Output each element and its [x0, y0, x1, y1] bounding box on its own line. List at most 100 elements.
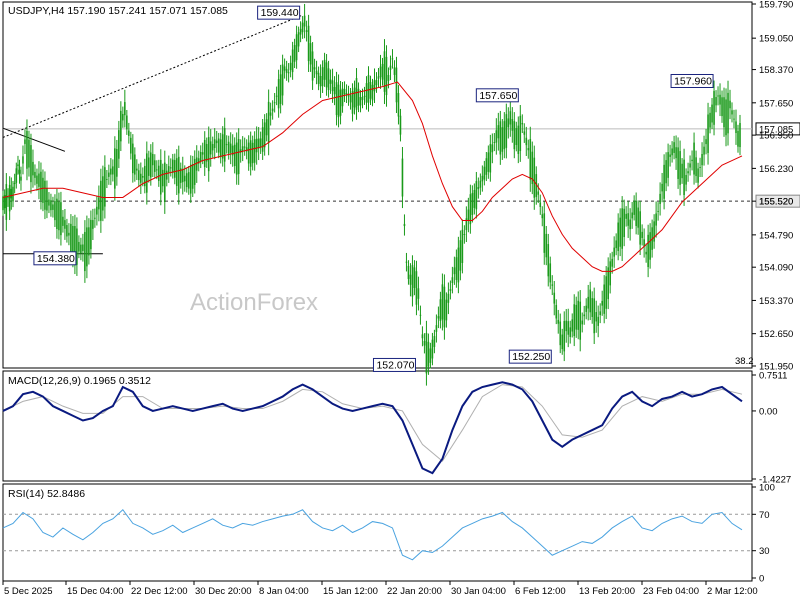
candle-body [239, 149, 242, 153]
candle-body [20, 176, 22, 181]
candle-body [469, 194, 472, 225]
trend-line-short [2, 127, 66, 152]
candle-body [659, 193, 661, 204]
candle-body [493, 142, 496, 144]
candle-body [449, 289, 452, 291]
price-marker-box [33, 251, 77, 266]
candle-body [144, 165, 146, 187]
candle-body [415, 271, 418, 305]
candle-body [313, 67, 316, 70]
candle-body [657, 210, 659, 212]
candle-body [667, 152, 669, 178]
candle-body [533, 157, 536, 198]
candle-body [173, 160, 176, 178]
candle-body [247, 142, 250, 164]
candle-body [225, 144, 228, 146]
candle-body [405, 261, 408, 263]
fib-label: 38.2 [735, 356, 754, 367]
candle-body [82, 244, 84, 251]
candle-body [84, 231, 86, 272]
candle-body [74, 226, 76, 263]
candle-body [483, 166, 486, 180]
candle-body [597, 316, 599, 326]
candle-body [581, 320, 584, 325]
candle-body [86, 227, 88, 267]
candle-body [491, 144, 494, 153]
candle-body [229, 143, 232, 153]
candle-body [719, 94, 721, 105]
main-y-tick-label: 151.950 [759, 362, 793, 373]
main-y-tick-label: 156.230 [759, 164, 793, 175]
candle-body [525, 137, 528, 146]
x-tick-label: 22 Jan 20:00 [387, 586, 442, 597]
support-level-label: 155.520 [759, 197, 793, 208]
candle-body [617, 222, 619, 252]
rsi-y-tick-label: 0 [759, 574, 764, 585]
candle-body [515, 128, 518, 146]
candle-body [22, 156, 24, 164]
candle-body [445, 299, 448, 321]
candle-body [46, 188, 48, 211]
candle-body [625, 213, 627, 219]
candle-body [347, 95, 350, 97]
macd-signal-line [2, 384, 743, 462]
candle-body [591, 298, 594, 317]
candle-body [635, 200, 637, 226]
candle-body [447, 293, 450, 303]
candle-body [124, 102, 126, 116]
candle-body [130, 137, 132, 154]
candle-body [223, 128, 226, 162]
candle-body [245, 147, 248, 152]
candle-body [165, 170, 168, 180]
candle-body [487, 152, 490, 172]
sma-line [2, 81, 743, 272]
candle-body [535, 174, 538, 197]
candle-body [303, 15, 306, 27]
candle-body [587, 296, 590, 309]
candle-body [731, 110, 733, 115]
candle-body [679, 151, 681, 185]
candle-body [249, 140, 252, 167]
candle-body [735, 121, 737, 134]
price-candles [2, 3, 741, 386]
candle-body [629, 219, 631, 230]
price-marker-label: 152.250 [512, 351, 550, 363]
candle-body [571, 319, 574, 332]
candle-body [203, 140, 206, 168]
candle-body [707, 114, 709, 153]
candle-body [299, 28, 302, 35]
candle-body [649, 232, 651, 260]
candle-body [697, 168, 699, 183]
candle-body [425, 332, 428, 374]
candle-body [513, 121, 516, 150]
candle-body [325, 62, 328, 88]
candle-body [28, 139, 30, 168]
candle-body [655, 213, 657, 226]
candle-body [363, 95, 366, 97]
candle-body [367, 75, 370, 103]
candle-body [122, 113, 124, 121]
candle-body [421, 334, 424, 339]
candle-body [253, 139, 256, 163]
candle-body [94, 217, 96, 219]
candle-body [32, 161, 34, 176]
candle-body [661, 183, 663, 192]
candle-body [423, 341, 426, 346]
candle-body [151, 153, 154, 166]
candle-body [34, 171, 36, 178]
candle-body [319, 75, 322, 87]
candle-body [293, 45, 296, 62]
candle-body [106, 178, 108, 180]
candle-body [463, 234, 466, 236]
candle-body [399, 115, 402, 135]
candle-body [301, 22, 304, 33]
candle-body [373, 80, 376, 92]
price-marker-box [508, 349, 552, 364]
x-tick-label: 15 Dec 04:00 [67, 586, 124, 597]
candle-body [443, 286, 446, 328]
candle-body [521, 123, 524, 125]
candle-body [391, 58, 394, 60]
rsi-y-tick-label: 30 [759, 546, 770, 557]
price-marker-box [257, 5, 301, 20]
candle-body [361, 96, 364, 101]
